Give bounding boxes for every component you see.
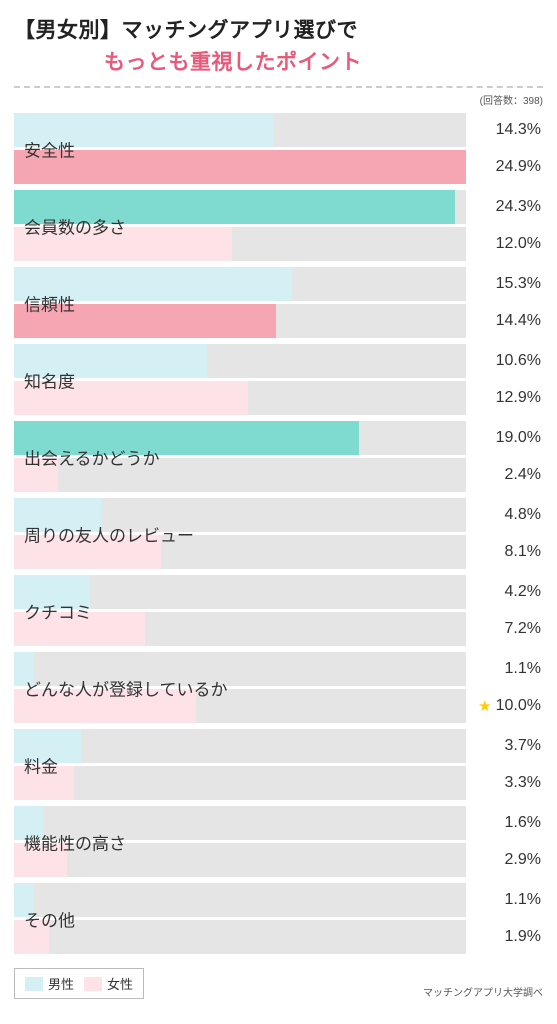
value-label-female: 12.9% bbox=[496, 389, 541, 407]
bar-female: 12.9% bbox=[14, 381, 543, 415]
value-label-female: 2.9% bbox=[505, 851, 541, 869]
value-label-male: 4.8% bbox=[505, 506, 541, 524]
value-wrap: 2.4% bbox=[466, 466, 543, 484]
value-wrap: 24.3% bbox=[466, 198, 543, 216]
value-wrap: 15.3% bbox=[466, 275, 543, 293]
category-label: 信頼性 bbox=[24, 290, 75, 315]
bar-male: 1.1% bbox=[14, 883, 543, 917]
chart-row: 機能性の高さ 1.6% 2.9% bbox=[14, 806, 543, 877]
value-wrap: 3.3% bbox=[466, 774, 543, 792]
legend-swatch-female bbox=[84, 977, 102, 991]
chart-row: 信頼性 15.3% 14.4% bbox=[14, 267, 543, 338]
bar-male: 14.3% bbox=[14, 113, 543, 147]
value-wrap: 1.1% bbox=[466, 660, 543, 678]
category-label: 料金 bbox=[24, 752, 58, 777]
value-label-male: 19.0% bbox=[496, 429, 541, 447]
value-label-female: 14.4% bbox=[496, 312, 541, 330]
chart-rows: 安全性 14.3% 24.9% 会員数の多さ 24.3% 12.0% 信頼性 15.3% 14.… bbox=[14, 113, 543, 960]
category-label: 会員数の多さ bbox=[24, 213, 126, 238]
legend-item-female: 女性 bbox=[84, 974, 133, 993]
chart-row: どんな人が登録しているか 1.1% ★ 10.0% bbox=[14, 652, 543, 723]
bar-male: 4.2% bbox=[14, 575, 543, 609]
value-wrap: 12.9% bbox=[466, 389, 543, 407]
chart-row: 料金 3.7% 3.3% bbox=[14, 729, 543, 800]
value-label-female: 24.9% bbox=[496, 158, 541, 176]
value-label-female: 2.4% bbox=[505, 466, 541, 484]
value-wrap: 14.4% bbox=[466, 312, 543, 330]
value-wrap: 10.6% bbox=[466, 352, 543, 370]
value-label-male: 1.1% bbox=[505, 891, 541, 909]
chart-row: クチコミ 4.2% 7.2% bbox=[14, 575, 543, 646]
bar-female: 1.9% bbox=[14, 920, 543, 954]
value-wrap: 7.2% bbox=[466, 620, 543, 638]
value-label-male: 1.6% bbox=[505, 814, 541, 832]
bar-female: 24.9% bbox=[14, 150, 543, 184]
chart-title-line1: 【男女別】マッチングアプリ選びで bbox=[14, 14, 543, 44]
bar-female: 14.4% bbox=[14, 304, 543, 338]
bar-track bbox=[14, 729, 466, 763]
value-label-female: 12.0% bbox=[496, 235, 541, 253]
legend: 男性 女性 bbox=[14, 968, 144, 999]
category-label: 安全性 bbox=[24, 136, 75, 161]
value-label-male: 15.3% bbox=[496, 275, 541, 293]
title-divider bbox=[14, 86, 543, 88]
value-wrap: 24.9% bbox=[466, 158, 543, 176]
value-wrap: 2.9% bbox=[466, 851, 543, 869]
value-wrap: 1.1% bbox=[466, 891, 543, 909]
chart-container: 【男女別】マッチングアプリ選びで もっとも重視したポイント (回答数：398) … bbox=[0, 0, 557, 1009]
legend-swatch-male bbox=[25, 977, 43, 991]
value-wrap: 1.6% bbox=[466, 814, 543, 832]
value-label-male: 4.2% bbox=[505, 583, 541, 601]
bar-track bbox=[14, 766, 466, 800]
chart-row: 安全性 14.3% 24.9% bbox=[14, 113, 543, 184]
value-wrap: 19.0% bbox=[466, 429, 543, 447]
chart-footer: 男性 女性 マッチングアプリ大学調べ bbox=[14, 960, 543, 999]
category-label: 機能性の高さ bbox=[24, 829, 126, 854]
bar-female: 3.3% bbox=[14, 766, 543, 800]
value-label-female: 3.3% bbox=[505, 774, 541, 792]
category-label: どんな人が登録しているか bbox=[24, 675, 228, 700]
value-label-male: 3.7% bbox=[505, 737, 541, 755]
value-label-male: 1.1% bbox=[505, 660, 541, 678]
bar-track bbox=[14, 883, 466, 917]
bar-fill-female bbox=[14, 150, 466, 184]
source-label: マッチングアプリ大学調べ bbox=[423, 984, 543, 999]
bar-track bbox=[14, 920, 466, 954]
value-wrap: ★ 10.0% bbox=[466, 697, 543, 715]
value-label-female: 10.0% bbox=[496, 697, 541, 715]
legend-item-male: 男性 bbox=[25, 974, 74, 993]
star-icon: ★ bbox=[478, 699, 491, 714]
chart-row: 出会えるかどうか 19.0% 2.4% bbox=[14, 421, 543, 492]
chart-row: 知名度 10.6% 12.9% bbox=[14, 344, 543, 415]
category-label: 出会えるかどうか bbox=[24, 444, 160, 469]
respondent-count: (回答数：398) bbox=[14, 92, 543, 107]
value-wrap: 3.7% bbox=[466, 737, 543, 755]
bar-male: 3.7% bbox=[14, 729, 543, 763]
value-wrap: 4.8% bbox=[466, 506, 543, 524]
value-label-female: 8.1% bbox=[505, 543, 541, 561]
category-label: その他 bbox=[24, 906, 75, 931]
value-label-male: 10.6% bbox=[496, 352, 541, 370]
category-label: クチコミ bbox=[24, 598, 92, 623]
chart-row: その他 1.1% 1.9% bbox=[14, 883, 543, 954]
category-label: 知名度 bbox=[24, 367, 75, 392]
value-label-male: 14.3% bbox=[496, 121, 541, 139]
value-wrap: 8.1% bbox=[466, 543, 543, 561]
value-label-male: 24.3% bbox=[496, 198, 541, 216]
chart-title-line2: もっとも重視したポイント bbox=[14, 46, 543, 76]
legend-label-female: 女性 bbox=[107, 974, 133, 993]
value-label-female: 1.9% bbox=[505, 928, 541, 946]
value-wrap: 4.2% bbox=[466, 583, 543, 601]
chart-row: 周りの友人のレビュー 4.8% 8.1% bbox=[14, 498, 543, 569]
bar-female: 7.2% bbox=[14, 612, 543, 646]
category-label: 周りの友人のレビュー bbox=[24, 521, 194, 546]
value-wrap: 14.3% bbox=[466, 121, 543, 139]
value-label-female: 7.2% bbox=[505, 620, 541, 638]
bar-male: 10.6% bbox=[14, 344, 543, 378]
chart-row: 会員数の多さ 24.3% 12.0% bbox=[14, 190, 543, 261]
bar-male: 15.3% bbox=[14, 267, 543, 301]
value-wrap: 1.9% bbox=[466, 928, 543, 946]
value-wrap: 12.0% bbox=[466, 235, 543, 253]
legend-label-male: 男性 bbox=[48, 974, 74, 993]
